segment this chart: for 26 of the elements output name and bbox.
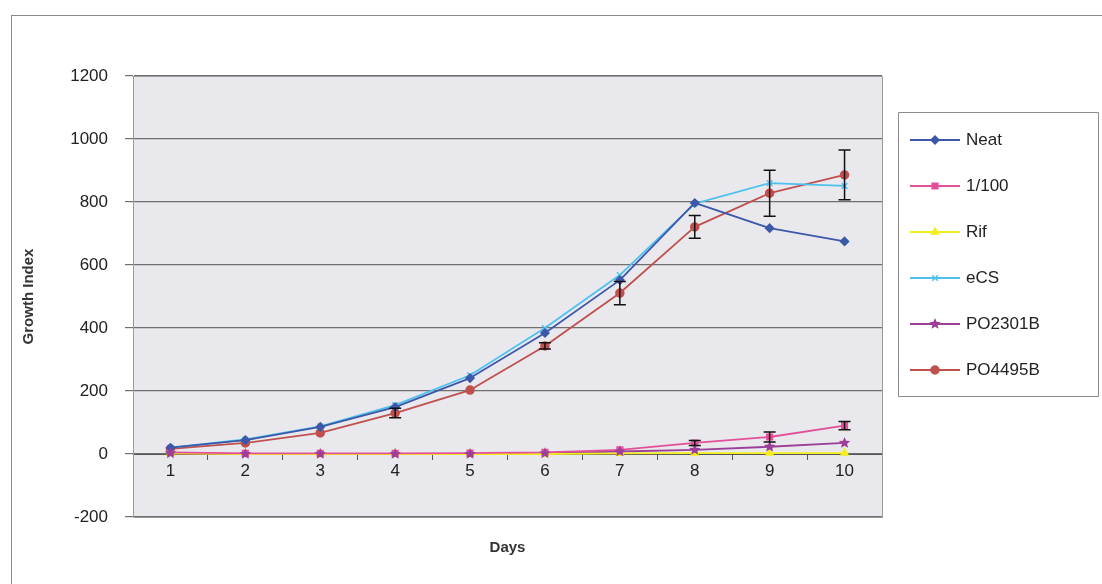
x-tick-label: 8 [690,460,700,480]
legend-label: PO2301B [966,313,1040,333]
y-tick-label: 600 [79,254,108,274]
legend-label: Rif [966,221,988,241]
y-tick-label: 400 [79,317,108,337]
x-tick-label: 6 [540,460,550,480]
x-tick-label: 7 [615,460,625,480]
legend-label: 1/100 [966,175,1009,195]
y-axis-title: Growth Index [19,247,37,345]
legend-label: PO4495B [966,359,1040,379]
y-tick-label: 0 [98,443,108,463]
y-tick-label: 200 [79,380,108,400]
x-tick-label: 5 [465,460,475,480]
y-tick-label: 800 [79,191,108,211]
legend-label: eCS [966,267,1000,287]
x-tick-label: 2 [240,460,251,480]
x-tick-label: 4 [390,460,400,480]
x-tick-label: 10 [835,460,855,480]
y-tick-label: 1200 [70,65,108,85]
y-tick-label: -200 [73,506,108,526]
x-axis-title: Days [489,538,526,556]
x-tick-label: 3 [315,460,325,480]
x-tick-label: 1 [165,460,176,480]
legend-label: Neat [966,129,1003,149]
x-tick-label: 9 [764,460,775,480]
y-tick-label: 1000 [70,128,108,148]
